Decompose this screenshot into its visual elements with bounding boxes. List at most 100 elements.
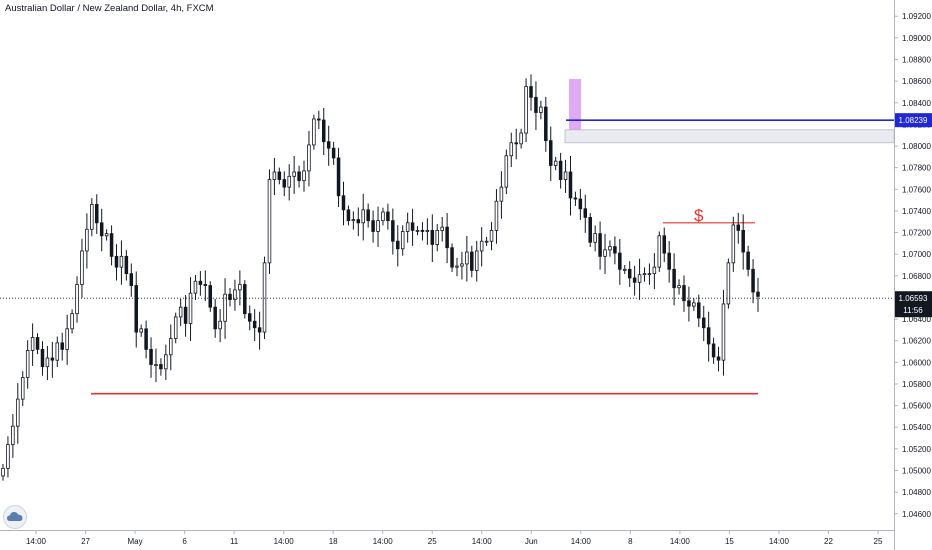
- candle-body: [672, 268, 676, 289]
- candle-body: [657, 235, 662, 268]
- candle-body: [741, 229, 745, 253]
- candle-body: [287, 175, 291, 188]
- candle-body: [553, 160, 558, 166]
- x-tick-label: 22: [824, 537, 833, 546]
- candle-body: [588, 217, 592, 243]
- candle-body: [455, 265, 459, 268]
- candle-body: [75, 284, 79, 315]
- candle-body: [139, 328, 143, 333]
- candle-body: [35, 337, 40, 350]
- candle-body: [632, 277, 637, 283]
- candle-body: [169, 338, 173, 356]
- candle-body: [312, 118, 316, 146]
- y-tick-label: 1.07000: [902, 250, 931, 259]
- x-tick-label: 11: [230, 537, 239, 546]
- candle-body: [425, 229, 430, 232]
- candle-body: [109, 233, 114, 257]
- candle-body: [499, 186, 504, 202]
- candle-body: [252, 320, 257, 329]
- candle-body: [623, 268, 627, 271]
- candle-body: [460, 263, 464, 267]
- candle-body: [613, 246, 617, 254]
- candle-body: [751, 268, 755, 293]
- candle-body: [568, 171, 573, 199]
- candle-body: [238, 284, 242, 291]
- candle-body: [55, 342, 60, 361]
- candle-body: [183, 306, 188, 324]
- cloud-icon: [7, 512, 23, 521]
- candle-body: [558, 160, 563, 180]
- chart-title: Australian Dollar / New Zealand Dollar, …: [5, 3, 214, 14]
- candle-body: [341, 195, 346, 211]
- candle-body: [114, 255, 119, 268]
- tradingview-logo[interactable]: [3, 505, 27, 529]
- x-tick-label: 8: [628, 537, 633, 546]
- candle-body: [544, 106, 548, 142]
- y-tick-label: 1.05200: [902, 445, 931, 454]
- candle-body: [420, 229, 425, 232]
- x-tick-label: May: [127, 537, 142, 546]
- current-price-badge: [895, 291, 932, 318]
- candle-body: [282, 179, 287, 188]
- candle-body: [80, 250, 84, 285]
- candle-body: [159, 364, 163, 370]
- x-tick-label: 27: [81, 537, 90, 546]
- candle-body: [11, 425, 15, 445]
- y-tick-label: 1.05600: [902, 402, 931, 411]
- candle-body: [154, 364, 158, 366]
- candle-body: [726, 262, 731, 305]
- candle-body: [563, 171, 568, 180]
- y-tick-label: 1.06800: [902, 272, 931, 281]
- x-tick-label: 14:00: [26, 537, 47, 546]
- marked-level-badge: [895, 113, 932, 128]
- candle-body: [30, 337, 35, 351]
- candle-body: [618, 252, 622, 270]
- candle-body: [297, 171, 301, 182]
- candle-body: [415, 229, 420, 232]
- candle-body: [701, 317, 706, 329]
- y-tick-label: 1.04600: [902, 510, 931, 519]
- candle-body: [317, 118, 321, 121]
- candle-body: [203, 284, 208, 286]
- candle-body: [578, 198, 583, 210]
- candle-body: [149, 348, 153, 365]
- candle-body: [484, 240, 489, 243]
- candle-body: [756, 291, 760, 297]
- x-tick-label: 14:00: [670, 537, 691, 546]
- candle-body: [391, 220, 395, 242]
- candle-body: [104, 233, 109, 237]
- x-tick-label: 25: [874, 537, 883, 546]
- candle-body: [405, 222, 410, 232]
- candle-body: [124, 255, 129, 275]
- candle-body: [99, 222, 104, 237]
- candle-body: [307, 144, 311, 172]
- candle-body: [593, 233, 597, 243]
- candle-body: [193, 280, 198, 294]
- candle-body: [257, 327, 262, 333]
- candle-body: [711, 343, 716, 358]
- candle-body: [706, 327, 711, 345]
- current-price-label: 1.06593: [899, 294, 928, 303]
- y-tick-label: 1.08400: [902, 99, 931, 108]
- candle-body: [386, 211, 390, 222]
- candle-body: [731, 224, 736, 264]
- candle-body: [267, 179, 272, 264]
- candle-body: [331, 147, 336, 159]
- candle-body: [45, 357, 50, 368]
- candle-body: [682, 285, 686, 302]
- candle-body: [647, 273, 652, 276]
- candle-body: [346, 209, 351, 222]
- candle-body: [351, 219, 356, 222]
- candle-body: [95, 204, 99, 224]
- y-tick-label: 1.09200: [902, 12, 931, 21]
- candle-body: [692, 302, 696, 307]
- candle-body: [6, 444, 10, 469]
- y-tick-label: 1.08800: [902, 55, 931, 64]
- candle-body: [465, 251, 469, 265]
- candle-body: [218, 320, 222, 330]
- x-tick-label: 18: [329, 537, 338, 546]
- y-tick-label: 1.06400: [902, 315, 931, 324]
- y-tick-label: 1.05000: [902, 467, 931, 476]
- candle-body: [60, 342, 64, 350]
